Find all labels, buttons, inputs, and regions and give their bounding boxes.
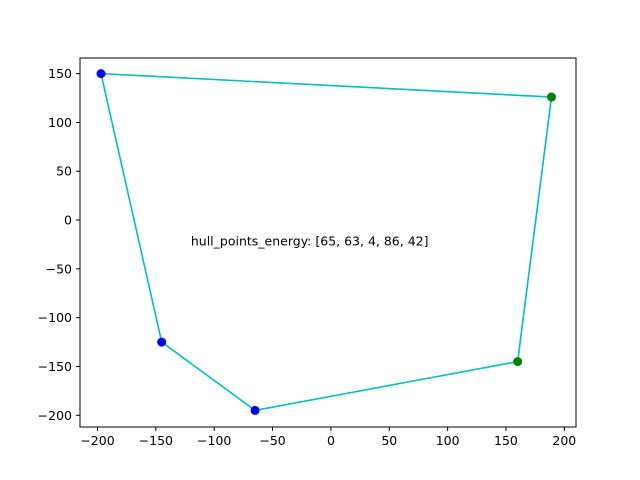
x-tick-label: 50 (381, 433, 397, 448)
x-tick-label: 200 (552, 433, 576, 448)
y-tick-label: 100 (48, 115, 72, 130)
axes-frame (79, 57, 577, 428)
hull-line (100, 72, 553, 412)
x-tick-label: 0 (327, 433, 335, 448)
data-point-4 (157, 337, 167, 347)
data-point-3 (250, 405, 260, 415)
y-tick-label: 0 (64, 213, 72, 228)
data-point-2 (513, 357, 523, 367)
y-tick-label: 150 (48, 66, 72, 81)
data-point-1 (546, 92, 556, 102)
x-tick-label: −150 (139, 433, 173, 448)
data-point-0 (96, 69, 106, 79)
x-tick-label: −100 (197, 433, 231, 448)
hull-polygon (100, 72, 553, 412)
data-points (96, 69, 556, 415)
y-tick-label: −50 (46, 261, 72, 276)
x-axis-ticks: −200 −150 −100 −50 0 50 100 150 200 (80, 427, 576, 448)
y-tick-label: 50 (56, 164, 72, 179)
y-axis-ticks: −200 −150 −100 −50 0 50 100 150 (38, 66, 80, 423)
x-tick-label: 100 (436, 433, 460, 448)
y-tick-label: −200 (38, 408, 72, 423)
y-tick-label: −150 (38, 359, 72, 374)
annotation-label: hull_points_energy: [65, 63, 4, 86, 42] (191, 234, 429, 249)
x-tick-label: −50 (259, 433, 285, 448)
y-tick-label: −100 (38, 310, 72, 325)
x-tick-label: 150 (494, 433, 518, 448)
x-tick-label: −200 (80, 433, 114, 448)
